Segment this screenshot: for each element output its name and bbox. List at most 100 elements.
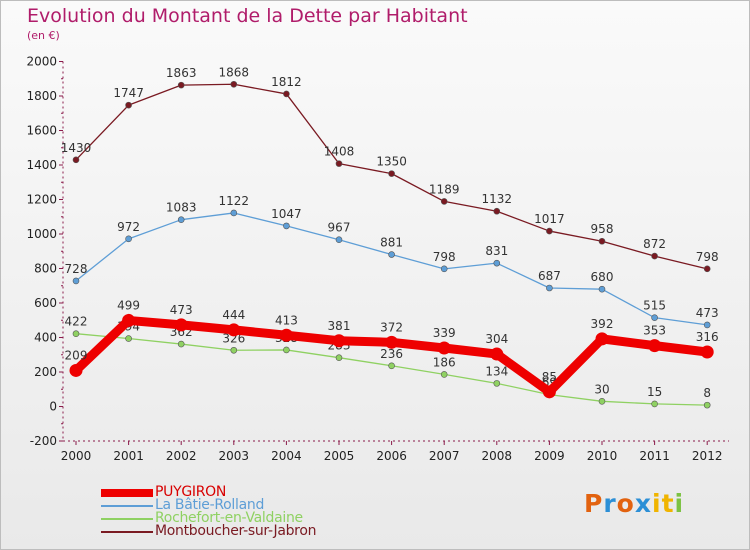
chart-legend: PUYGIRON La Bâtie-Rolland Rochefort-en-Val… <box>101 484 401 539</box>
data-point <box>72 330 80 338</box>
data-label: 372 <box>380 320 403 334</box>
data-label: 186 <box>433 355 456 369</box>
data-point <box>283 90 290 98</box>
data-point <box>388 251 395 258</box>
data-label: 473 <box>696 306 719 320</box>
data-label: 1122 <box>219 194 250 208</box>
data-label: 515 <box>643 299 666 313</box>
legend-item: Rochefort-en-Valdaine <box>101 510 401 526</box>
series-rochefort-en-valdaine: 4223943623263282832361861346930158 <box>65 315 711 409</box>
data-label: 304 <box>485 332 508 346</box>
data-label: 134 <box>485 364 508 378</box>
legend-item: Montboucher-sur-Jabron <box>101 523 401 539</box>
x-tick-label: 2008 <box>482 449 513 463</box>
y-tick-label: 0 <box>49 400 57 414</box>
data-point <box>440 371 448 378</box>
data-label: 85 <box>542 370 557 384</box>
data-label: 473 <box>170 303 193 317</box>
data-label: 1132 <box>482 192 513 206</box>
data-point <box>490 347 504 361</box>
data-label: 413 <box>275 313 298 327</box>
logo-letter: P <box>584 489 604 518</box>
legend-label: Montboucher-sur-Jabron <box>155 523 317 539</box>
data-point <box>335 236 343 243</box>
data-point <box>651 314 658 321</box>
data-point <box>125 335 132 342</box>
logo-letter: r <box>603 489 617 518</box>
x-tick-label: 2005 <box>324 449 355 463</box>
y-tick-label: 1800 <box>26 89 57 103</box>
data-label: 1863 <box>166 66 197 80</box>
x-tick-label: 2011 <box>639 449 670 463</box>
data-label: 1350 <box>376 155 407 169</box>
logo-letter: i <box>652 489 662 518</box>
series-montboucher-sur-jabron: 1430 1747 1863 1868 1812 1408 1350 1189 1132 1017… <box>61 65 719 273</box>
x-tick-label: 2001 <box>113 449 144 463</box>
y-tick-label: 1600 <box>26 124 57 138</box>
data-point <box>283 222 290 230</box>
data-label: 687 <box>538 269 561 283</box>
x-tick-label: 2009 <box>534 449 565 463</box>
data-label: 798 <box>433 250 456 264</box>
data-label: 499 <box>117 298 140 312</box>
data-point <box>174 318 188 332</box>
data-label: 872 <box>643 237 666 251</box>
data-label: 339 <box>433 326 456 340</box>
data-label: 1083 <box>166 201 197 215</box>
logo-letter: i <box>674 489 685 518</box>
x-tick-label: 2004 <box>271 449 302 463</box>
x-tick-label: 2002 <box>166 449 197 463</box>
data-label: 728 <box>65 262 88 276</box>
data-point <box>177 340 185 348</box>
series-la-b-tie-rolland: 728 972 1083 1122 1047 967 881 798 831 687 680 515 4… <box>65 194 719 329</box>
y-tick-label: 1000 <box>26 227 57 241</box>
data-point <box>703 265 711 273</box>
legend-item: La Bâtie-Rolland <box>101 497 401 513</box>
y-tick-label: 400 <box>34 331 57 345</box>
data-label: 30 <box>594 382 609 396</box>
data-point <box>493 380 501 387</box>
y-tick-label: 600 <box>34 296 57 310</box>
data-label: 316 <box>696 330 719 344</box>
data-point <box>542 385 556 399</box>
data-label: 967 <box>328 221 351 235</box>
x-tick-label: 2010 <box>587 449 618 463</box>
data-point <box>177 81 185 89</box>
y-tick-label: -200 <box>30 434 57 448</box>
data-label: 831 <box>485 244 508 258</box>
data-point <box>72 156 80 164</box>
y-tick-label: 1200 <box>26 193 57 207</box>
data-label: 1747 <box>113 86 144 100</box>
data-label: 236 <box>380 347 403 361</box>
data-label: 958 <box>591 222 614 236</box>
logo-letter: x <box>634 489 652 518</box>
chart-title: Evolution du Montant de la Dette par Hab… <box>27 5 468 27</box>
data-label: 15 <box>647 385 662 399</box>
legend-label: Rochefort-en-Valdaine <box>155 510 303 526</box>
data-label: 1189 <box>429 182 460 196</box>
data-point <box>69 363 83 377</box>
data-point <box>703 321 711 329</box>
data-point <box>125 235 132 243</box>
data-point <box>546 227 553 235</box>
legend-swatch <box>101 517 153 520</box>
data-point <box>493 207 501 215</box>
data-label: 881 <box>380 236 403 250</box>
proxiti-logo: Proxiti <box>584 489 684 518</box>
data-point <box>595 332 609 346</box>
legend-swatch <box>101 530 153 533</box>
y-tick-label: 200 <box>34 365 57 379</box>
data-point <box>385 335 399 349</box>
data-point <box>493 259 501 267</box>
data-point <box>335 354 343 361</box>
data-label: 392 <box>591 317 614 331</box>
x-tick-label: 2006 <box>376 449 407 463</box>
data-label: 1868 <box>219 65 250 79</box>
data-point <box>279 328 293 342</box>
x-tick-label: 2007 <box>429 449 460 463</box>
data-point <box>72 277 80 285</box>
legend-label: PUYGIRON <box>155 484 227 500</box>
legend-label: La Bâtie-Rolland <box>155 497 265 513</box>
